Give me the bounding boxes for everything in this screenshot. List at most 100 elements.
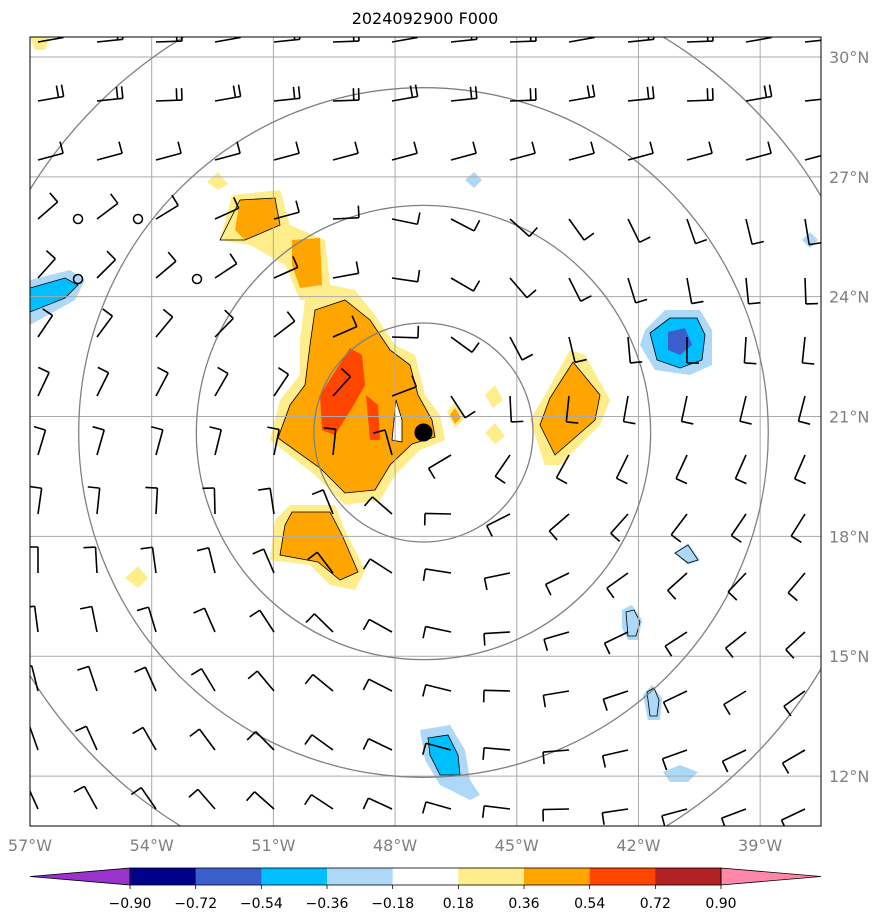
wind-barb (662, 690, 688, 714)
wind-barb (96, 86, 124, 102)
wind-barb (33, 425, 47, 456)
wind-barb (745, 84, 773, 102)
wind-barb (30, 605, 39, 633)
longitude-tick-label: 57°W (8, 836, 52, 855)
wind-barb (136, 606, 157, 633)
wind-barb (332, 205, 360, 220)
wind-barb (252, 548, 275, 574)
wind-barb (273, 200, 300, 220)
field-contour-positive (540, 362, 600, 455)
wind-barb (450, 218, 481, 232)
wind-barb (307, 551, 334, 574)
wind-barb (305, 613, 334, 633)
latitude-tick-label: 24°N (829, 288, 869, 307)
wind-barb (132, 726, 157, 751)
wind-barb (509, 218, 538, 238)
wind-barb (196, 546, 216, 574)
wind-barb (155, 308, 174, 338)
latitude-tick-label: 27°N (829, 168, 869, 187)
wind-barb (686, 336, 699, 364)
wind-barb (664, 631, 688, 657)
latitude-tick-label: 30°N (829, 48, 869, 67)
wind-barb (509, 336, 534, 361)
wind-barb (83, 546, 98, 574)
wind-barb (481, 805, 511, 818)
colorbar-swatch (524, 868, 591, 885)
wind-barb (362, 797, 393, 810)
wind-barb (30, 546, 39, 574)
wind-barb (568, 277, 592, 302)
wind-barb (96, 308, 114, 338)
wind-barb (391, 269, 421, 283)
range-ring (78, 87, 769, 778)
colorbar-extend-max (720, 867, 822, 886)
field-contour-negative (675, 543, 700, 565)
wind-barb (627, 86, 655, 102)
wind-barb (391, 212, 421, 226)
longitude-tick-label: 51°W (251, 836, 295, 855)
field-contour-negative (465, 172, 482, 188)
wind-barb (30, 725, 39, 751)
wind-barb (304, 793, 334, 810)
wind-barb (422, 568, 452, 581)
wind-barb (362, 618, 393, 633)
wind-barb (686, 37, 714, 43)
colorbar-swatch (655, 868, 722, 885)
field-contour-positive (450, 408, 461, 424)
wind-barb (258, 487, 275, 515)
wind-barb (96, 250, 117, 279)
longitude-tick-label: 48°W (373, 836, 417, 855)
range-ring (313, 322, 534, 543)
wind-barb (190, 668, 216, 692)
wind-barb (565, 395, 579, 424)
wind-barb (494, 454, 511, 484)
wind-barb (450, 86, 478, 102)
wind-barb (391, 325, 420, 339)
wind-barb (140, 546, 157, 574)
calm-wind-circle (72, 273, 84, 285)
wind-barb (145, 486, 159, 515)
wind-barb (555, 454, 570, 485)
colorbar-tick-label: 0.72 (640, 896, 671, 912)
colorbar-swatch (261, 868, 328, 885)
colorbar-swatch (589, 868, 656, 885)
wind-barb (509, 141, 536, 161)
colorbar-tick-label: 0.90 (705, 896, 736, 912)
wind-barb (686, 218, 708, 245)
colorbar-tick-label: −0.18 (371, 896, 414, 912)
colorbar-swatch (195, 868, 262, 885)
wind-barb (246, 791, 275, 810)
longitude-tick-label: 42°W (616, 836, 660, 855)
latitude-tick-labels: 30°N 27°N 24°N 21°N 18°N 15°N 12°N (829, 48, 869, 786)
wind-barbs (30, 37, 821, 826)
wind-barb (783, 690, 806, 717)
wind-barb (362, 738, 393, 751)
wind-barb (246, 730, 275, 751)
wind-barb (450, 277, 481, 292)
colorbar-tick-label: 0.54 (574, 896, 605, 912)
wind-barb (332, 141, 359, 161)
wind-barb (87, 486, 101, 515)
wind-barb (790, 513, 806, 544)
wind-barb (332, 368, 351, 397)
wind-barb (450, 395, 476, 419)
colorbar-frame (129, 867, 722, 886)
colorbar-extend-min (29, 867, 131, 886)
wind-barb (745, 277, 761, 305)
wind-barb (686, 141, 713, 161)
wind-barb (332, 261, 360, 279)
wind-barb (797, 395, 811, 425)
latitude-tick-label: 18°N (829, 527, 869, 546)
wind-barb (92, 425, 105, 456)
wind-barb (304, 673, 334, 692)
wind-barb (724, 631, 747, 659)
wind-barb (627, 336, 643, 364)
latitude-tick-label: 12°N (829, 767, 869, 786)
graticule (30, 37, 821, 826)
wind-barb (568, 336, 587, 364)
wind-barb (743, 336, 757, 365)
wind-barb (734, 454, 747, 485)
wind-barb (37, 366, 50, 397)
wind-barb (304, 734, 334, 751)
